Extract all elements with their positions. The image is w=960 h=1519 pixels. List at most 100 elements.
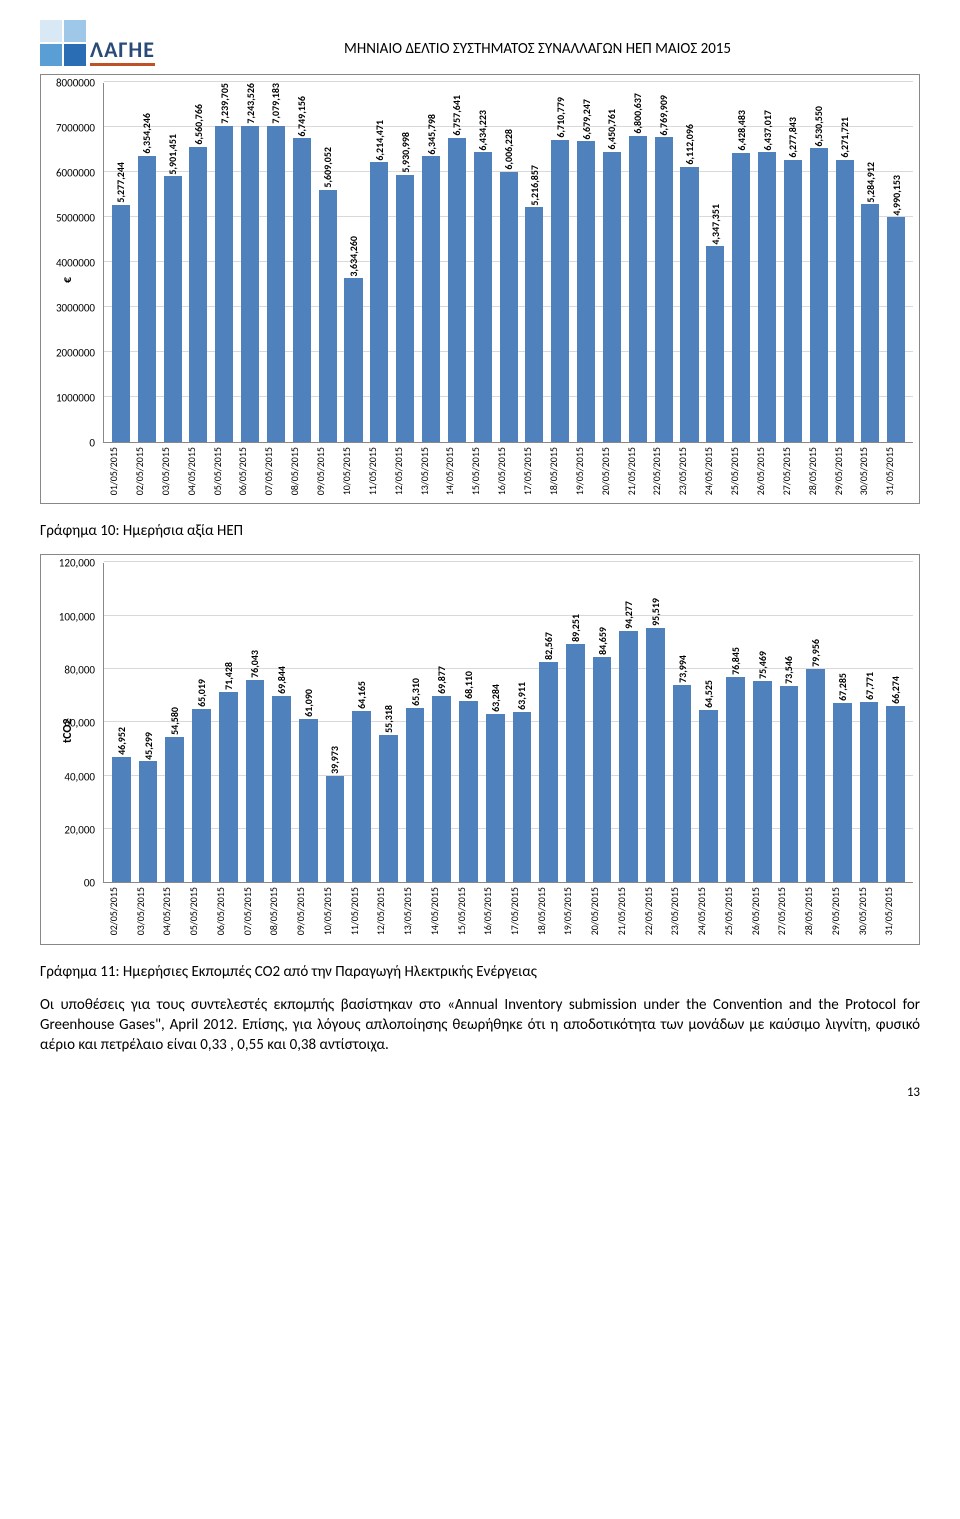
bar-slot: 76,845 xyxy=(722,563,749,882)
y-tick-label: 0 xyxy=(89,437,95,450)
bar-value-label: 67,771 xyxy=(863,672,876,700)
bar xyxy=(833,703,852,882)
bar xyxy=(293,138,311,442)
y-tick-label: 3000000 xyxy=(56,302,95,315)
bar-value-label: 6,437,017 xyxy=(761,110,774,151)
bar-value-label: 7,079,183 xyxy=(269,83,282,124)
x-tick-label: 02/05/2015 xyxy=(133,447,159,499)
bar-slot: 6,769,909 xyxy=(651,83,677,442)
y-tick-label: 00 xyxy=(84,877,95,890)
bar-slot: 5,930,998 xyxy=(392,83,418,442)
bar xyxy=(629,136,647,442)
bar xyxy=(138,156,156,442)
bar xyxy=(299,719,318,882)
bar-value-label: 6,006,228 xyxy=(502,129,515,170)
bar-value-label: 39,973 xyxy=(328,746,341,774)
logo: ΛΑΓΗΕ xyxy=(40,20,155,66)
bar-slot: 6,800,637 xyxy=(625,83,651,442)
bar xyxy=(753,681,772,882)
bar-value-label: 6,214,471 xyxy=(373,120,386,161)
bar-slot: 6,434,223 xyxy=(470,83,496,442)
bar-value-label: 6,428,483 xyxy=(735,110,748,151)
x-tick-label: 25/05/2015 xyxy=(722,887,749,939)
x-tick-label: 21/05/2015 xyxy=(615,887,642,939)
bar xyxy=(673,685,692,882)
bar-value-label: 76,845 xyxy=(729,647,742,675)
bar-value-label: 82,567 xyxy=(542,632,555,660)
x-tick-label: 12/05/2015 xyxy=(374,887,401,939)
chart2-caption: Γράφημα 11: Ημερήσιες Εκπομπές CO2 από τ… xyxy=(40,963,920,981)
bar-value-label: 4,347,351 xyxy=(709,204,722,245)
bar-slot: 71,428 xyxy=(215,563,242,882)
bar-value-label: 7,243,526 xyxy=(244,83,257,124)
y-tick-label: 4000000 xyxy=(56,257,95,270)
bar-slot: 75,469 xyxy=(749,563,776,882)
bar-value-label: 6,800,637 xyxy=(631,93,644,134)
bar xyxy=(422,156,440,442)
bar-slot: 46,952 xyxy=(108,563,135,882)
bar xyxy=(192,709,211,882)
bar-slot: 6,710,779 xyxy=(547,83,573,442)
bar-value-label: 45,299 xyxy=(142,732,155,760)
bar xyxy=(139,761,158,882)
x-tick-label: 28/05/2015 xyxy=(802,887,829,939)
bar xyxy=(646,628,665,883)
x-tick-label: 18/05/2015 xyxy=(535,887,562,939)
x-tick-label: 17/05/2015 xyxy=(521,447,547,499)
bar-value-label: 6,530,550 xyxy=(812,106,825,147)
bar-value-label: 79,956 xyxy=(809,639,822,667)
x-tick-label: 26/05/2015 xyxy=(754,447,780,499)
bar-value-label: 94,277 xyxy=(622,601,635,629)
bar-value-label: 65,310 xyxy=(409,678,422,706)
bar-slot: 6,428,483 xyxy=(728,83,754,442)
bar xyxy=(219,692,238,882)
bar-value-label: 6,749,156 xyxy=(295,96,308,137)
x-tick-label: 20/05/2015 xyxy=(599,447,625,499)
x-tick-label: 10/05/2015 xyxy=(321,887,348,939)
x-tick-label: 08/05/2015 xyxy=(288,447,314,499)
x-tick-label: 29/05/2015 xyxy=(832,447,858,499)
bar xyxy=(887,217,905,442)
bar-value-label: 6,277,843 xyxy=(786,117,799,158)
bar-slot: 6,214,471 xyxy=(366,83,392,442)
bar-slot: 66,274 xyxy=(882,563,909,882)
bar-value-label: 67,285 xyxy=(836,673,849,701)
y-tick-label: 40,000 xyxy=(64,770,95,783)
bar xyxy=(396,175,414,442)
y-tick-label: 80,000 xyxy=(64,663,95,676)
bar-slot: 54,580 xyxy=(161,563,188,882)
x-tick-label: 26/05/2015 xyxy=(749,887,776,939)
bar xyxy=(784,160,802,443)
bar xyxy=(112,757,131,882)
x-tick-label: 11/05/2015 xyxy=(348,887,375,939)
bar-slot: 64,165 xyxy=(348,563,375,882)
y-tick-label: 7000000 xyxy=(56,122,95,135)
bar xyxy=(699,710,718,882)
bar-value-label: 66,274 xyxy=(889,676,902,704)
bar-slot: 6,006,228 xyxy=(496,83,522,442)
bar-slot: 4,990,153 xyxy=(883,83,909,442)
x-tick-label: 09/05/2015 xyxy=(314,447,340,499)
bar xyxy=(886,706,905,883)
bar-slot: 55,318 xyxy=(375,563,402,882)
bar xyxy=(474,152,492,442)
bar xyxy=(680,167,698,442)
bar-value-label: 61,090 xyxy=(302,689,315,717)
bar-slot: 73,546 xyxy=(776,563,803,882)
bar-slot: 6,345,798 xyxy=(418,83,444,442)
bar-slot: 6,749,156 xyxy=(289,83,315,442)
bar xyxy=(706,246,724,442)
bar xyxy=(486,714,505,883)
bar xyxy=(459,701,478,883)
bar-slot: 94,277 xyxy=(615,563,642,882)
bar-value-label: 71,428 xyxy=(222,662,235,690)
bar xyxy=(500,172,518,442)
bar-value-label: 6,271,721 xyxy=(838,117,851,158)
bar-slot: 6,437,017 xyxy=(754,83,780,442)
bar-slot: 45,299 xyxy=(135,563,162,882)
bar-slot: 65,019 xyxy=(188,563,215,882)
bar-value-label: 89,251 xyxy=(569,614,582,642)
bar-value-label: 5,284,912 xyxy=(864,162,877,203)
bar-slot: 6,530,550 xyxy=(806,83,832,442)
y-tick-label: 6000000 xyxy=(56,167,95,180)
